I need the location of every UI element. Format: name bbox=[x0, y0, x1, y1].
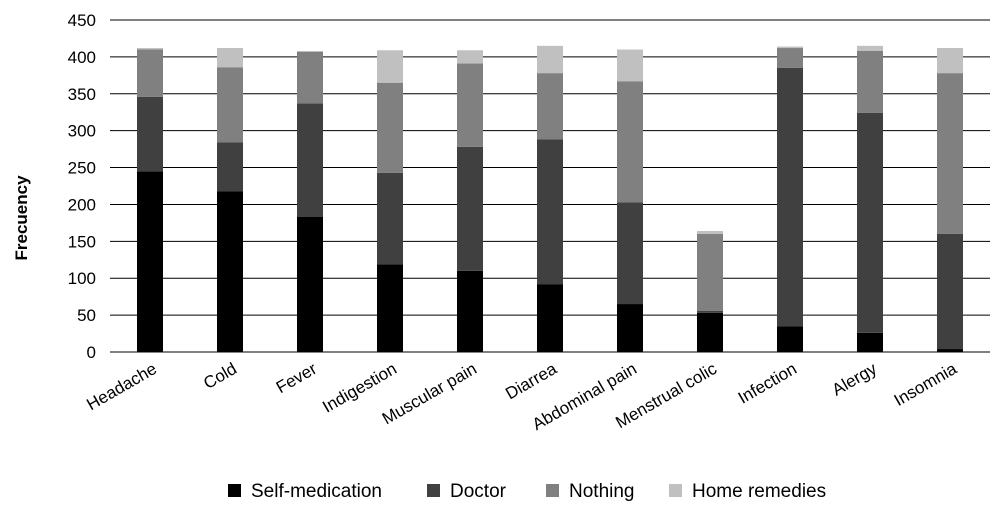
bar-segment-home-remedies-6 bbox=[617, 49, 643, 82]
bar-segment-nothing-3 bbox=[377, 82, 403, 173]
x-category-label: Infection bbox=[735, 359, 800, 408]
bar-segment-home-remedies-9 bbox=[857, 45, 883, 51]
bar-segment-doctor-9 bbox=[857, 112, 883, 333]
y-tick-label: 200 bbox=[68, 195, 96, 214]
bar-segment-doctor-8 bbox=[777, 67, 803, 327]
y-axis-ticks: 0 50 100 150 200 250 300 350 400 450 bbox=[68, 11, 96, 362]
bar-segment-self-medication-8 bbox=[777, 326, 803, 352]
bar-segment-doctor-3 bbox=[377, 172, 403, 265]
bar-segment-nothing-10 bbox=[937, 73, 963, 234]
bar-segment-self-medication-1 bbox=[217, 191, 243, 352]
bar-segment-home-remedies-2 bbox=[297, 50, 323, 52]
x-category-label: Cold bbox=[200, 359, 240, 393]
legend-swatch-3 bbox=[669, 484, 682, 497]
bars bbox=[137, 45, 963, 352]
x-category-label: Insomnia bbox=[891, 359, 961, 410]
legend-label: Self-medication bbox=[251, 481, 382, 502]
bar-segment-doctor-7 bbox=[697, 310, 723, 313]
x-category-label: Fever bbox=[273, 359, 320, 397]
y-tick-label: 350 bbox=[68, 85, 96, 104]
x-category-label: Diarrea bbox=[502, 359, 560, 404]
bar-segment-doctor-1 bbox=[217, 142, 243, 192]
bar-segment-nothing-0 bbox=[137, 49, 163, 97]
bar-segment-doctor-6 bbox=[617, 202, 643, 305]
bar-segment-nothing-9 bbox=[857, 50, 883, 113]
bar-segment-self-medication-9 bbox=[857, 332, 883, 352]
legend-label: Home remedies bbox=[692, 481, 826, 502]
bar-segment-nothing-1 bbox=[217, 67, 243, 143]
legend: Self-medication Doctor Nothing Home remedie… bbox=[228, 481, 826, 502]
legend-label: Doctor bbox=[450, 481, 507, 502]
bar-segment-nothing-6 bbox=[617, 81, 643, 203]
bar-segment-nothing-8 bbox=[777, 48, 803, 68]
bar-segment-nothing-4 bbox=[457, 63, 483, 147]
bar-segment-home-remedies-0 bbox=[137, 48, 163, 50]
legend-swatch-0 bbox=[228, 484, 241, 497]
bar-segment-self-medication-6 bbox=[617, 304, 643, 352]
bar-segment-nothing-2 bbox=[297, 51, 323, 104]
bar-segment-nothing-7 bbox=[697, 233, 723, 311]
bar-segment-self-medication-2 bbox=[297, 216, 323, 352]
y-tick-label: 100 bbox=[68, 269, 96, 288]
bar-segment-self-medication-3 bbox=[377, 264, 403, 352]
y-tick-label: 150 bbox=[68, 232, 96, 251]
y-tick-label: 450 bbox=[68, 11, 96, 30]
y-tick-label: 250 bbox=[68, 159, 96, 178]
bar-segment-self-medication-5 bbox=[537, 284, 563, 352]
y-tick-label: 50 bbox=[77, 306, 96, 325]
bar-segment-home-remedies-1 bbox=[217, 48, 243, 68]
y-axis-title: Frecuency bbox=[12, 175, 31, 261]
bar-segment-doctor-5 bbox=[537, 139, 563, 285]
bar-segment-home-remedies-5 bbox=[537, 45, 563, 74]
x-category-label: Headache bbox=[83, 359, 160, 414]
bar-segment-doctor-2 bbox=[297, 103, 323, 217]
legend-label: Nothing bbox=[569, 481, 635, 502]
bar-segment-self-medication-10 bbox=[937, 349, 963, 352]
bar-segment-home-remedies-3 bbox=[377, 50, 403, 83]
bar-segment-home-remedies-8 bbox=[777, 46, 803, 49]
legend-swatch-2 bbox=[546, 484, 559, 497]
y-tick-label: 400 bbox=[68, 48, 96, 67]
bar-segment-doctor-0 bbox=[137, 96, 163, 172]
bar-segment-self-medication-7 bbox=[697, 312, 723, 352]
bar-segment-self-medication-0 bbox=[137, 171, 163, 352]
y-tick-label: 300 bbox=[68, 122, 96, 141]
bar-segment-home-remedies-7 bbox=[697, 231, 723, 234]
bar-segment-doctor-10 bbox=[937, 233, 963, 350]
bar-segment-doctor-4 bbox=[457, 146, 483, 271]
legend-swatch-1 bbox=[427, 484, 440, 497]
x-category-label: Alergy bbox=[829, 359, 881, 400]
bar-segment-nothing-5 bbox=[537, 73, 563, 140]
y-tick-label: 0 bbox=[87, 343, 96, 362]
bar-segment-home-remedies-4 bbox=[457, 50, 483, 64]
bar-segment-self-medication-4 bbox=[457, 270, 483, 352]
bar-segment-home-remedies-10 bbox=[937, 48, 963, 74]
